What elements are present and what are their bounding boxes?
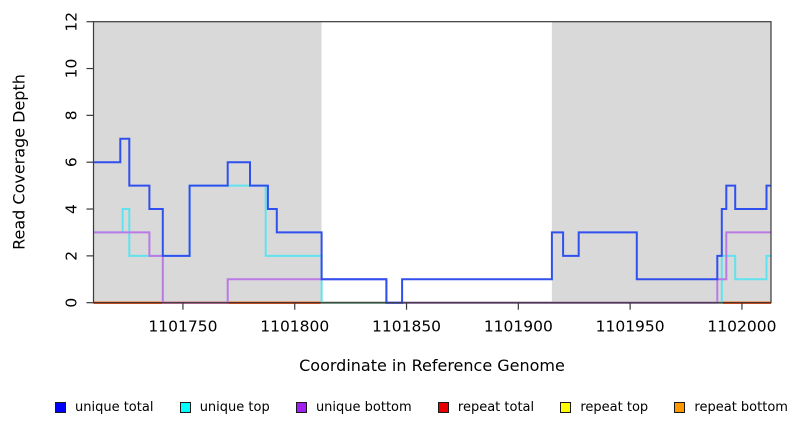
unique-top-swatch bbox=[179, 401, 191, 413]
repeat-bottom-swatch bbox=[674, 401, 686, 413]
legend-label: unique total bbox=[75, 399, 154, 415]
y-tick-label: 4 bbox=[63, 204, 81, 214]
unique-total-swatch bbox=[55, 401, 66, 413]
legend-item-repeat-top: repeat top bbox=[560, 400, 648, 415]
legend-item-repeat-total: repeat total bbox=[437, 399, 535, 415]
y-tick-label: 6 bbox=[63, 157, 81, 167]
legend-label: unique top bbox=[199, 399, 270, 415]
repeat-region-shading bbox=[93, 21, 322, 303]
legend: unique total unique top unique bottom re… bbox=[55, 398, 788, 416]
legend-label: repeat top bbox=[580, 399, 649, 415]
x-tick-label: 1101750 bbox=[148, 318, 217, 336]
x-axis-title: Coordinate in Reference Genome bbox=[299, 356, 565, 375]
y-axis-title: Read Coverage Depth bbox=[9, 74, 29, 250]
y-tick-label: 2 bbox=[63, 251, 81, 261]
x-tick-label: 1102000 bbox=[707, 318, 776, 336]
legend-label: repeat total bbox=[457, 399, 535, 415]
y-tick-label: 10 bbox=[63, 59, 81, 79]
x-tick-label: 1101950 bbox=[596, 318, 665, 336]
x-tick-label: 1101850 bbox=[372, 318, 441, 336]
series-line-unique-total bbox=[93, 137, 771, 304]
legend-label: repeat bottom bbox=[694, 399, 788, 415]
legend-item-unique-top: unique top bbox=[179, 399, 270, 415]
repeat-top-swatch bbox=[560, 401, 572, 413]
repeat-region-shading bbox=[551, 21, 771, 303]
y-tick-label: 12 bbox=[63, 12, 81, 32]
x-tick-label: 1101900 bbox=[484, 318, 553, 336]
y-tick-label: 8 bbox=[63, 110, 81, 120]
repeat-total-swatch bbox=[437, 401, 449, 413]
y-tick-label: 0 bbox=[63, 298, 81, 308]
legend-item-repeat-bottom: repeat bottom bbox=[674, 400, 788, 415]
legend-label: unique bottom bbox=[315, 399, 412, 415]
series-line-unique-bottom bbox=[93, 231, 771, 304]
series-line-unique-top bbox=[93, 184, 771, 304]
legend-item-unique-bottom: unique bottom bbox=[295, 399, 412, 415]
x-tick-label: 1101800 bbox=[260, 318, 329, 336]
unique-bottom-swatch bbox=[295, 401, 307, 413]
legend-item-unique-total: unique total bbox=[55, 400, 153, 415]
